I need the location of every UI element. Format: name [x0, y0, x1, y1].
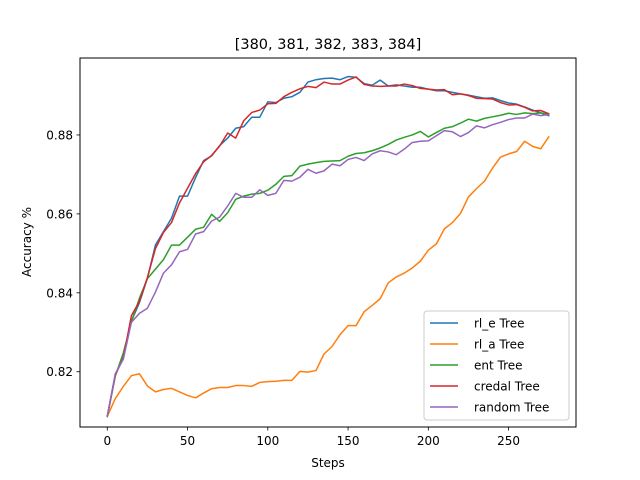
x-tick-label: 250 — [497, 434, 520, 448]
x-tick-label: 150 — [337, 434, 360, 448]
y-tick-label: 0.86 — [46, 207, 73, 221]
legend-label: ent Tree — [474, 359, 523, 373]
axes-frame — [79, 57, 577, 428]
y-tick-label: 0.82 — [46, 365, 73, 379]
series-line-random-tree — [106, 113, 550, 418]
x-axis-label: Steps — [311, 456, 345, 470]
series-line-credal-tree — [106, 76, 550, 418]
legend: rl_e Tree rl_a Tree ent Tree credal Tree ran… — [423, 310, 570, 421]
chart-title: [380, 381, 382, 383, 384] — [235, 37, 422, 53]
series-line-ent-tree — [106, 112, 550, 418]
x-tick-label: 200 — [417, 434, 440, 448]
legend-label: credal Tree — [474, 380, 540, 394]
legend-label: rl_e Tree — [474, 317, 524, 331]
legend-label: rl_a Tree — [474, 338, 524, 352]
y-tick-label: 0.88 — [46, 128, 73, 142]
y-axis-label: Accuracy % — [20, 207, 34, 277]
legend-box — [423, 310, 570, 421]
y-tick-label: 0.84 — [46, 286, 73, 300]
legend-items: rl_e Tree rl_a Tree ent Tree credal Tree ran… — [430, 317, 549, 415]
legend-label: random Tree — [474, 401, 549, 415]
x-tick-label: 100 — [256, 434, 279, 448]
plot-lines — [106, 75, 550, 418]
x-tick-label: 0 — [103, 434, 111, 448]
x-tick-label: 50 — [180, 434, 195, 448]
series-line-rl-e-tree — [106, 75, 550, 418]
y-axis: 0.82 0.84 0.86 0.88 — [46, 128, 80, 379]
series-line-rl-a-tree — [106, 135, 550, 418]
x-axis: 0 50 100 150 200 250 — [103, 427, 520, 448]
